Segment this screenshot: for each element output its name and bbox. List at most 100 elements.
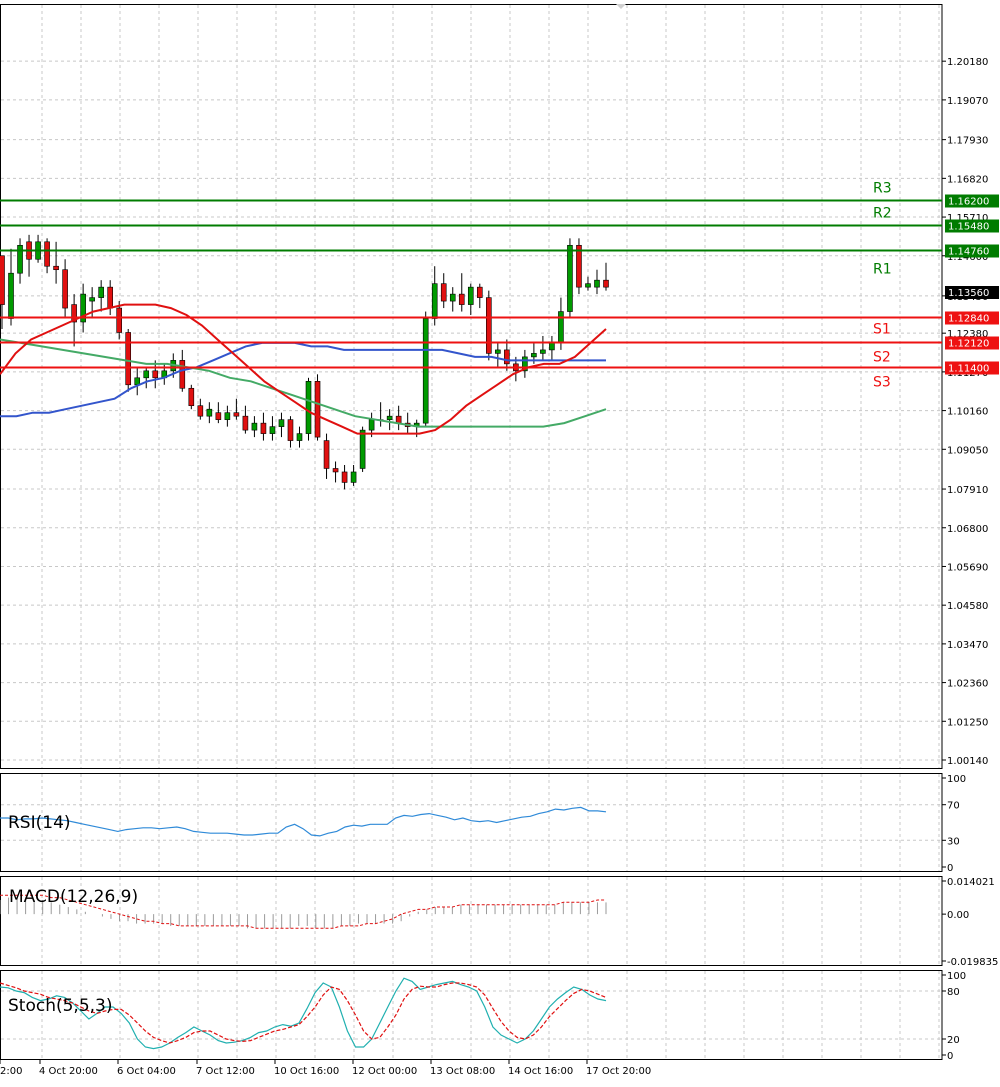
candle-body <box>143 370 150 379</box>
price-tick-label: 1.15710 <box>947 213 988 224</box>
price-tick-label: 1.03470 <box>947 640 988 651</box>
candle-body <box>44 241 50 267</box>
macd-signal-line <box>0 894 606 929</box>
candle-body <box>215 412 222 420</box>
candle-body <box>98 286 104 298</box>
macd-tick-label: -0.019835 <box>947 957 998 968</box>
level-name-s1: S1 <box>873 322 891 338</box>
candle-body <box>359 429 366 469</box>
time-tick-label: 7 Oct 12:00 <box>196 1066 255 1077</box>
macd-tick-label: 0.00 <box>947 910 969 921</box>
candle-body <box>251 422 258 431</box>
candle-body <box>341 471 348 483</box>
candle-body <box>269 426 276 434</box>
price-tick-label: 1.02360 <box>947 679 988 690</box>
stoch-tick-label: 0 <box>947 1051 953 1062</box>
candle-body <box>567 244 573 312</box>
candle-body <box>134 377 141 386</box>
candle-body <box>540 349 546 354</box>
candle-body <box>71 304 77 323</box>
chart-shift-marker <box>616 4 626 9</box>
rsi-tick-label: 70 <box>947 801 960 812</box>
candle-body <box>89 297 95 302</box>
macd-title: MACD(12,26,9) <box>9 887 138 907</box>
macd-panel-border <box>0 876 943 966</box>
level-price-label: 1.14760 <box>948 247 989 258</box>
candle-body <box>206 408 213 417</box>
level-price-label: 1.11400 <box>948 364 989 375</box>
candle-body <box>332 468 339 473</box>
candle-body <box>305 380 312 434</box>
level-name-s2: S2 <box>873 350 891 366</box>
current-price-label: 1.13560 <box>948 288 989 299</box>
time-tick-label: 10 Oct 16:00 <box>274 1066 339 1077</box>
candle-body <box>152 370 159 379</box>
candle-body <box>603 279 609 288</box>
current-price-badge <box>945 286 999 299</box>
price-tick-label: 1.20180 <box>947 57 988 68</box>
candle-body <box>440 283 447 302</box>
level-price-label: 1.15480 <box>948 222 989 233</box>
ma-green-line <box>0 338 607 428</box>
candle-body <box>287 419 294 441</box>
candle-body <box>431 283 438 319</box>
candle-body <box>17 244 23 274</box>
level-price-label: 1.12840 <box>948 314 989 325</box>
time-tick-label: 12 Oct 00:00 <box>352 1066 417 1077</box>
price-tick-label: 1.09050 <box>947 445 988 456</box>
candle-body <box>107 286 113 309</box>
price-tick-label: 1.00140 <box>947 756 988 767</box>
candle-body <box>585 283 591 288</box>
price-panel-border <box>0 4 943 769</box>
stoch-title: Stoch(5,5,3) <box>8 996 113 1016</box>
candle-body <box>495 349 501 354</box>
rsi-tick-label: 100 <box>947 774 966 785</box>
price-tick-label: 1.19070 <box>947 96 988 107</box>
candle-body <box>296 433 303 441</box>
time-tick-label: 14 Oct 16:00 <box>508 1066 573 1077</box>
rsi-tick-label: 0 <box>947 863 953 874</box>
level-price-badge <box>945 311 999 325</box>
candle-body <box>486 297 492 354</box>
candle-body <box>476 286 483 298</box>
candle-body <box>224 412 231 420</box>
level-price-badge <box>945 244 999 258</box>
rsi-title: RSI(14) <box>8 813 71 833</box>
candle-body <box>0 255 5 305</box>
level-name-r3: R3 <box>873 181 892 197</box>
level-price-badge <box>945 219 999 233</box>
level-name-r1: R1 <box>873 262 892 278</box>
time-tick-label: 4 Oct 20:00 <box>39 1066 98 1077</box>
candle-body <box>53 265 59 271</box>
price-tick-label: 1.01250 <box>947 717 988 728</box>
candle-body <box>449 293 456 302</box>
candle-body <box>314 380 321 438</box>
ma-blue-line <box>0 341 606 418</box>
candle-body <box>594 279 600 288</box>
candle-body <box>549 342 555 351</box>
candle-body <box>233 412 240 417</box>
price-tick-label: 1.10160 <box>947 407 988 418</box>
candle-body <box>531 353 537 358</box>
rsi-panel-border <box>0 773 943 872</box>
price-tick-label: 1.12380 <box>947 329 988 340</box>
candle-body <box>278 419 285 427</box>
price-tick-label: 1.05690 <box>947 562 988 573</box>
stoch-panel-border <box>0 970 943 1060</box>
candle-body <box>260 422 267 434</box>
level-price-label: 1.16200 <box>948 197 989 208</box>
price-tick-label: 1.07910 <box>947 485 988 496</box>
price-tick-label: 1.17930 <box>947 136 988 147</box>
candle-body <box>125 332 132 386</box>
candle-body <box>467 286 474 305</box>
candle-body <box>197 405 204 417</box>
candle-body <box>8 272 14 319</box>
level-price-badge <box>945 336 999 350</box>
candle-body <box>368 419 375 431</box>
rsi-line <box>0 806 607 837</box>
time-tick-label: 17 Oct 20:00 <box>586 1066 651 1077</box>
time-tick-label: 13 Oct 08:00 <box>430 1066 495 1077</box>
level-price-badge <box>945 194 999 208</box>
